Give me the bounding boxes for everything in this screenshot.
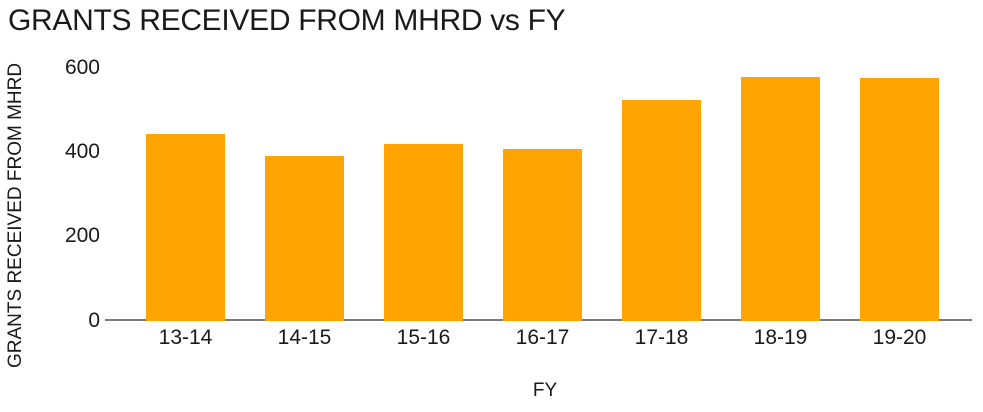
bar-15-16 bbox=[384, 144, 463, 321]
x-tick-label: 17-18 bbox=[634, 326, 689, 349]
bar-18-19 bbox=[741, 76, 820, 321]
x-tick-label: 16-17 bbox=[515, 326, 570, 349]
x-tick-label: 18-19 bbox=[753, 326, 808, 349]
y-tick-label: 400 bbox=[64, 140, 100, 163]
y-tick-label: 0 bbox=[88, 309, 100, 332]
x-axis-title: FY bbox=[532, 380, 558, 401]
bar-14-15 bbox=[265, 156, 344, 321]
bar-16-17 bbox=[503, 149, 582, 321]
x-tick-label: 13-14 bbox=[158, 326, 213, 349]
x-tick-label: 19-20 bbox=[872, 326, 927, 349]
x-tick-label: 14-15 bbox=[277, 326, 332, 349]
y-tick-label: 200 bbox=[64, 224, 100, 247]
y-tick-label: 600 bbox=[64, 56, 100, 79]
bar-17-18 bbox=[622, 100, 701, 321]
chart-title: GRANTS RECEIVED FROM MHRD vs FY bbox=[8, 4, 566, 37]
x-tick-label: 15-16 bbox=[396, 326, 451, 349]
bar-13-14 bbox=[146, 133, 225, 321]
bar-19-20 bbox=[860, 78, 939, 321]
